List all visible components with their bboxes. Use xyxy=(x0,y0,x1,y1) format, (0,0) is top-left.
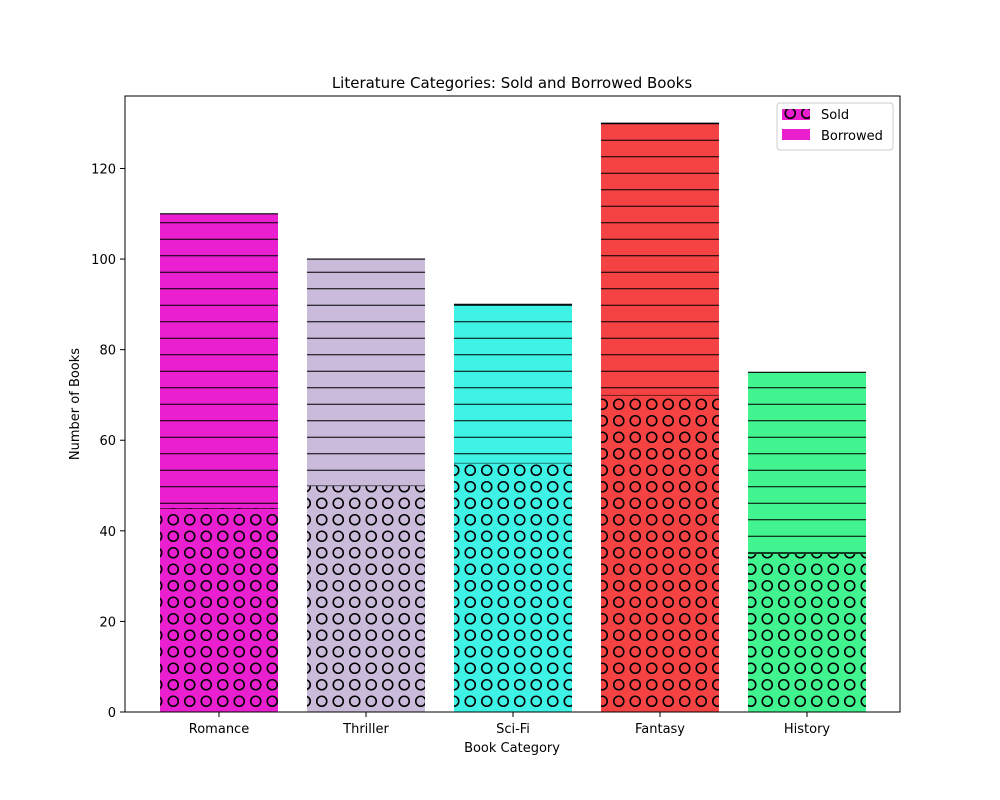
legend-borrowed-swatch xyxy=(782,129,810,140)
chart-title: Literature Categories: Sold and Borrowed… xyxy=(332,74,693,92)
bar-borrowed-romance xyxy=(160,213,278,509)
bar-sold-thriller xyxy=(307,485,425,712)
legend: Sold Borrowed xyxy=(776,102,894,151)
y-tick-label: 80 xyxy=(99,344,116,359)
bar-sold-romance xyxy=(160,508,278,712)
bar-borrowed-thriller xyxy=(307,259,425,486)
y-tick-label: 0 xyxy=(108,706,116,721)
y-tick-label: 40 xyxy=(99,525,116,540)
bar-borrowed-history xyxy=(748,372,866,554)
bar-borrowed-sci-fi xyxy=(454,304,572,463)
y-axis: 0 20 40 60 80 100 120 xyxy=(91,162,125,721)
legend-borrowed-label: Borrowed xyxy=(821,129,883,144)
y-tick-label: 60 xyxy=(99,434,116,449)
y-axis-label: Number of Books xyxy=(68,348,83,460)
y-tick-label: 20 xyxy=(99,615,116,630)
x-tick-label: Sci-Fi xyxy=(496,722,530,737)
bar-sold-history xyxy=(748,553,866,712)
bar-sold-sci-fi xyxy=(454,462,572,712)
x-axis-label: Book Category xyxy=(464,741,560,756)
bar-borrowed-fantasy xyxy=(601,123,719,395)
bar-sold-fantasy xyxy=(601,394,719,712)
x-tick-label: History xyxy=(784,722,831,737)
y-tick-label: 120 xyxy=(91,162,116,177)
bars-group xyxy=(160,122,866,712)
legend-sold-label: Sold xyxy=(821,108,849,123)
y-tick-label: 100 xyxy=(91,253,116,268)
legend-sold-swatch xyxy=(782,109,810,120)
x-tick-label: Fantasy xyxy=(635,722,685,737)
x-tick-label: Thriller xyxy=(342,722,389,737)
x-axis: Romance Thriller Sci-Fi Fantasy History xyxy=(189,712,831,737)
x-tick-label: Romance xyxy=(189,722,249,737)
